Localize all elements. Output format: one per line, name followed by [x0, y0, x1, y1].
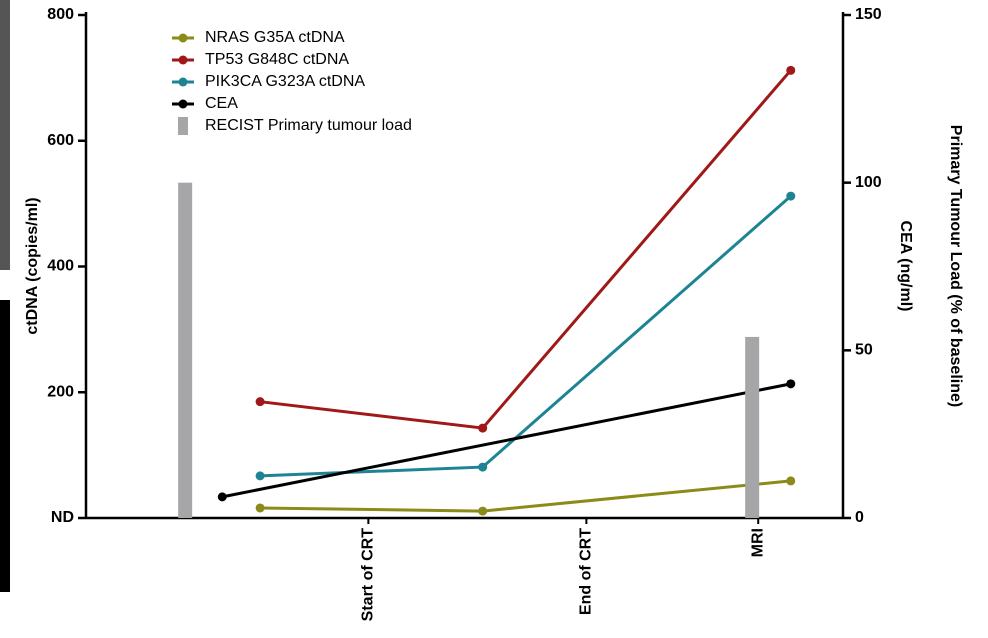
legend-label: TP53 G848C ctDNA: [205, 51, 349, 68]
y-tick-label: ND: [51, 509, 74, 526]
point: [786, 66, 795, 75]
y2-tick-label: 50: [855, 342, 873, 359]
point: [478, 463, 487, 472]
y-tick-label: 600: [47, 132, 74, 149]
legend-label: CEA: [205, 95, 238, 112]
line: [260, 481, 791, 511]
bar: [178, 183, 192, 518]
point: [786, 192, 795, 201]
y2-axis-title: CEA (ng/ml): [897, 221, 914, 312]
y-axis-title: ctDNA (copies/ml): [24, 197, 41, 334]
point: [256, 397, 265, 406]
x-tick-label: End of CRT: [578, 528, 595, 615]
legend-label: NRAS G35A ctDNA: [205, 29, 345, 46]
legend-swatch: [179, 34, 188, 43]
y-tick-label: 400: [47, 258, 74, 275]
legend-swatch: [178, 117, 188, 135]
y2-axis-title: Primary Tumour Load (% of baseline): [947, 125, 964, 407]
point: [256, 503, 265, 512]
y2-tick-label: 150: [855, 6, 882, 23]
point: [786, 379, 795, 388]
legend-swatch: [179, 100, 188, 109]
cropped-panel-edge: [0, 300, 10, 592]
point: [478, 507, 487, 516]
legend-label: PIK3CA G323A ctDNA: [205, 73, 365, 90]
x-tick-label: MRI: [749, 528, 766, 557]
y2-tick-label: 0: [855, 509, 864, 526]
y-tick-label: 200: [47, 383, 74, 400]
line: [260, 196, 791, 476]
point: [218, 492, 227, 501]
point: [786, 476, 795, 485]
bar: [745, 337, 759, 518]
y2-tick-label: 100: [855, 174, 882, 191]
cropped-panel-edge: [0, 0, 10, 270]
point: [256, 471, 265, 480]
point: [478, 424, 487, 433]
legend-swatch: [179, 78, 188, 87]
legend-swatch: [179, 56, 188, 65]
legend-label: RECIST Primary tumour load: [205, 117, 412, 134]
y-tick-label: 800: [47, 6, 74, 23]
chart: ctDNA (copies/ml) Primary Tumour Load (%…: [0, 0, 988, 633]
x-tick-label: Start of CRT: [360, 528, 377, 622]
